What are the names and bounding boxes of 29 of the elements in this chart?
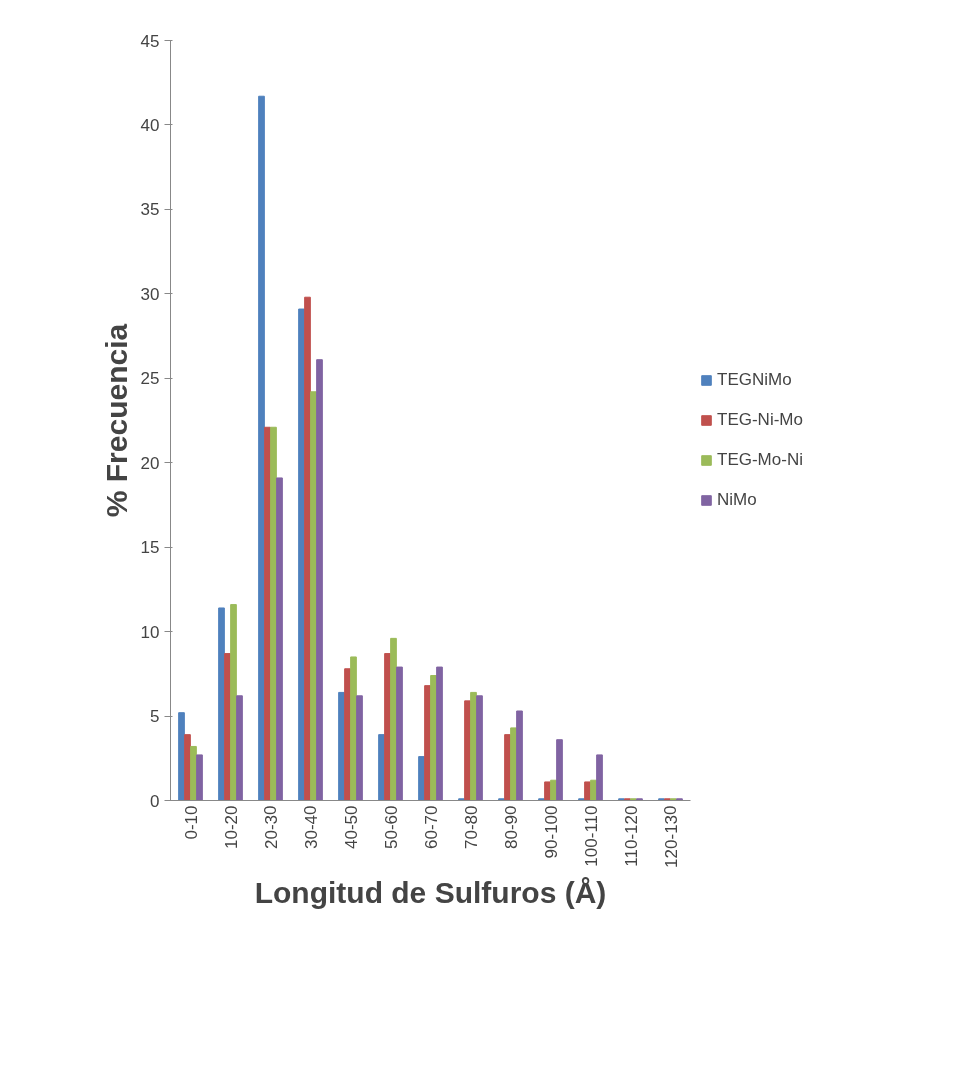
x-tick-label: 60-70: [421, 805, 441, 849]
x-tick-label: 80-90: [501, 805, 521, 849]
x-tick-label: 110-120: [621, 805, 641, 867]
y-tick-label: 25: [140, 369, 160, 389]
y-tick-label: 30: [140, 284, 160, 304]
x-tick-label: 100-110: [581, 805, 601, 867]
y-tick-label: 10: [140, 622, 160, 642]
y-tick-label: 45: [140, 31, 160, 51]
legend-label: TEG-Mo-Ni: [717, 450, 803, 470]
y-axis-title: % Frecuencia: [99, 323, 133, 518]
x-tick-label: 10-20: [221, 805, 241, 849]
x-tick-label: 70-80: [461, 805, 481, 849]
x-tick-label: 0-10: [181, 805, 201, 840]
x-tick-label: 120-130: [661, 805, 681, 868]
x-tick-label: 50-60: [381, 805, 401, 849]
y-tick-label: 40: [140, 115, 160, 135]
x-tick-label: 30-40: [301, 805, 321, 849]
legend-label: TEGNiMo: [717, 370, 792, 390]
x-tick-label: 20-30: [261, 805, 281, 849]
y-tick-label: 35: [140, 200, 160, 220]
y-tick-label: 20: [140, 453, 160, 473]
x-tick-label: 40-50: [341, 805, 361, 849]
y-tick-label: 0: [150, 791, 160, 811]
legend-label: NiMo: [717, 490, 757, 510]
legend-label: TEG-Ni-Mo: [717, 410, 803, 430]
x-tick-label: 90-100: [541, 805, 561, 859]
x-axis-title: Longitud de Sulfuros (Å): [254, 875, 607, 909]
y-tick-label: 15: [140, 538, 160, 558]
y-tick-label: 5: [150, 707, 160, 727]
